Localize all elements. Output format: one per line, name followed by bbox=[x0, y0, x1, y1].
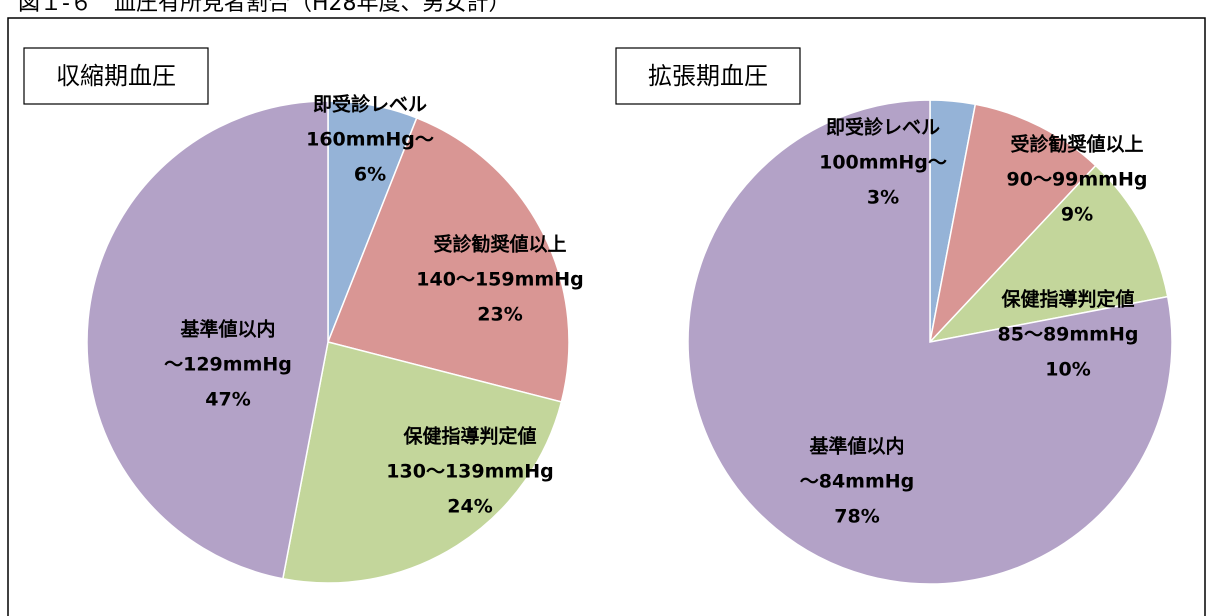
slice-name: 受診勧奨値以上 bbox=[1010, 133, 1143, 156]
chart-title: 拡張期血圧 bbox=[648, 62, 768, 90]
title-box bbox=[23, 47, 209, 105]
slice-value-label: 47% bbox=[205, 389, 250, 411]
slice-range: 140～159mmHg bbox=[416, 269, 583, 291]
slice-value-label: 23% bbox=[477, 304, 522, 326]
pie-slice bbox=[86, 100, 329, 580]
slice-value-label: 24% bbox=[447, 496, 492, 518]
chart-title: 収縮期血圧 bbox=[56, 62, 176, 90]
pie-slice bbox=[326, 116, 570, 403]
slice-range: ～129mmHg bbox=[164, 354, 292, 376]
slice-value-label: 10% bbox=[1045, 359, 1090, 381]
slice-name: 保健指導判定値 bbox=[1000, 288, 1134, 311]
slice-name: 基準値以内 bbox=[808, 435, 904, 458]
slice-name: 基準値以内 bbox=[179, 318, 275, 341]
slice-range: ～84mmHg bbox=[800, 471, 915, 493]
slice-value-label: 78% bbox=[834, 506, 879, 528]
title-box bbox=[615, 47, 801, 105]
slice-name: 即受診レベル bbox=[826, 116, 940, 139]
caption: 図１-６ 血圧有所見者割合（H28年度、男女計） bbox=[18, 0, 510, 16]
pie-slice bbox=[281, 341, 563, 584]
slice-range: 90～99mmHg bbox=[1007, 169, 1148, 191]
pie-slice bbox=[927, 164, 1169, 344]
slice-range: 130～139mmHg bbox=[386, 461, 553, 483]
slice-range: 160mmHg～ bbox=[306, 129, 434, 151]
pie-slice bbox=[928, 103, 1097, 345]
slice-range: 100mmHg～ bbox=[819, 152, 947, 174]
slice-name: 保健指導判定値 bbox=[402, 425, 536, 448]
pie-slice bbox=[687, 99, 1173, 585]
slice-name: 受診勧奨値以上 bbox=[433, 233, 566, 256]
slice-value-label: 3% bbox=[867, 187, 899, 209]
slice-range: 85～89mmHg bbox=[998, 324, 1139, 346]
slice-value-label: 9% bbox=[1061, 204, 1093, 226]
slice-name: 即受診レベル bbox=[313, 93, 427, 116]
slice-value-label: 6% bbox=[354, 164, 386, 186]
